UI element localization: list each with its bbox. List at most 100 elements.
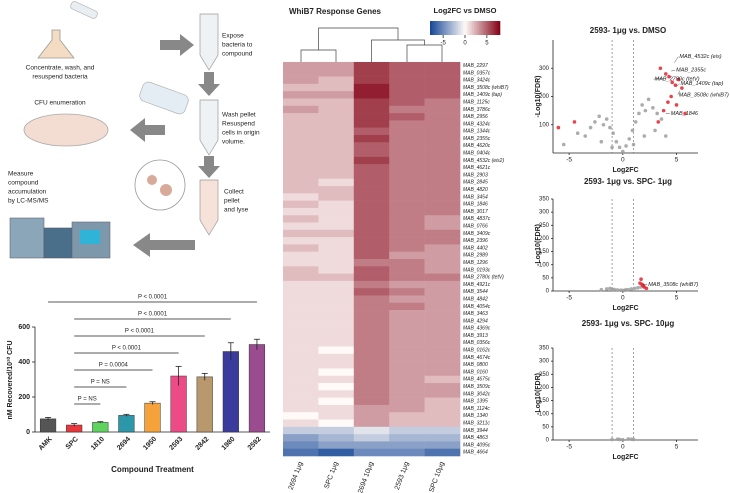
heat-cell: [283, 295, 319, 304]
colorbar-segment: [465, 21, 468, 35]
column-label: 2694 1μg: [288, 461, 305, 491]
heat-cell: [353, 127, 390, 136]
point: [629, 287, 634, 291]
step-label: and lyse: [224, 207, 249, 214]
step-label: Expose: [222, 33, 244, 40]
heat-cell: [353, 404, 390, 413]
point: [673, 83, 678, 87]
y-axis-label: nM Recovered/10¹⁰ CFU: [6, 340, 14, 419]
step-label: CFU enumeration: [34, 100, 86, 107]
colorbar-segment: [496, 21, 499, 35]
heat-cell: [424, 273, 461, 282]
significance-label: P = NS: [91, 380, 110, 386]
heat-cell: [424, 317, 461, 325]
y-tick-label: 300: [539, 66, 550, 72]
heat-cell: [318, 244, 355, 253]
x-tick-label: 5: [675, 157, 679, 164]
heat-cell: [283, 178, 319, 187]
row-label: MAB_2780c (tetV): [463, 275, 504, 281]
heat-cell: [424, 434, 461, 442]
heat-cell: [424, 375, 461, 384]
row-label: MAB_2396: [463, 238, 488, 244]
heat-cell: [424, 426, 461, 435]
colorbar-segment: [477, 21, 480, 35]
heat-cell: [389, 120, 425, 128]
heat-cell: [318, 302, 355, 311]
colorbar-segment: [487, 21, 490, 35]
heat-cell: [389, 193, 425, 201]
point: [643, 108, 648, 113]
point-label: MAB_4532c (eis): [679, 54, 721, 60]
heat-cell: [353, 324, 390, 333]
heat-cell: [283, 383, 319, 391]
y-tick-label: 50: [542, 424, 549, 430]
x-tick-label: 2593: [168, 436, 184, 452]
point: [640, 103, 644, 107]
heat-cell: [353, 266, 390, 274]
point: [599, 139, 604, 144]
heat-cell: [424, 69, 461, 77]
row-label: MAB_4921c: [463, 282, 491, 288]
heat-cell: [318, 215, 355, 223]
heat-cell: [318, 134, 355, 143]
point: [667, 74, 671, 79]
arrow: [130, 118, 165, 142]
arrow: [160, 34, 194, 56]
x-tick-label: 5: [675, 444, 679, 451]
heat-cell: [424, 193, 461, 201]
colorbar-segment: [456, 21, 459, 35]
lysis-circle: [134, 159, 186, 211]
row-label: MAB_3509c: [463, 384, 491, 390]
heat-cell: [283, 186, 319, 194]
y-tick-label: 300: [539, 210, 550, 216]
point: [604, 287, 609, 291]
row-label: MAB_3508c (whiB7): [463, 85, 509, 91]
heat-cell: [283, 244, 319, 253]
point: [588, 125, 593, 130]
workflow-diagram: Concentrate, wash, and resuspend bacteri…: [8, 1, 260, 259]
heat-cell: [283, 207, 319, 216]
point: [617, 437, 622, 442]
heat-cell: [389, 69, 425, 77]
annotation-leader: [671, 69, 676, 72]
heat-cell: [389, 273, 425, 282]
heat-cell: [389, 375, 425, 384]
heat-cell: [353, 368, 390, 377]
heat-cell: [353, 390, 390, 398]
significance-label: P = 0.0004: [99, 363, 129, 369]
significance-label: P = NS: [78, 397, 97, 403]
heat-cell: [424, 266, 461, 274]
row-label: MAB_2956: [463, 114, 488, 120]
step-label: Resuspend: [222, 121, 255, 128]
colorbar-segment: [442, 21, 445, 35]
y-axis-label: -Log10(FDR): [535, 76, 542, 118]
point: [655, 111, 659, 116]
point: [646, 97, 651, 102]
annotation-leader: [677, 90, 680, 95]
heat-cell: [353, 251, 390, 260]
heat-cell: [318, 434, 355, 442]
colorbar-segment: [454, 21, 457, 35]
step-label: compound: [222, 51, 253, 58]
heat-cell: [318, 193, 355, 201]
y-tick-label: 150: [539, 249, 550, 255]
point: [630, 128, 635, 133]
heat-cell: [283, 127, 319, 136]
heat-cell: [318, 142, 355, 150]
row-label: MAB_3913: [463, 333, 488, 339]
colorbar-segment: [463, 21, 466, 35]
x-tick-label: 0: [621, 157, 625, 164]
point: [572, 120, 577, 124]
heat-cell: [389, 142, 425, 150]
heat-cell: [424, 156, 461, 165]
heat-cell: [283, 404, 319, 413]
heat-cell: [389, 317, 425, 325]
heat-cell: [424, 368, 461, 377]
point: [593, 120, 597, 124]
heat-cell: [283, 229, 319, 238]
point: [636, 286, 640, 290]
heat-cell: [389, 222, 425, 231]
y-tick-label: 100: [539, 262, 550, 268]
colorbar-segment: [437, 21, 440, 35]
heat-cell: [424, 222, 461, 231]
